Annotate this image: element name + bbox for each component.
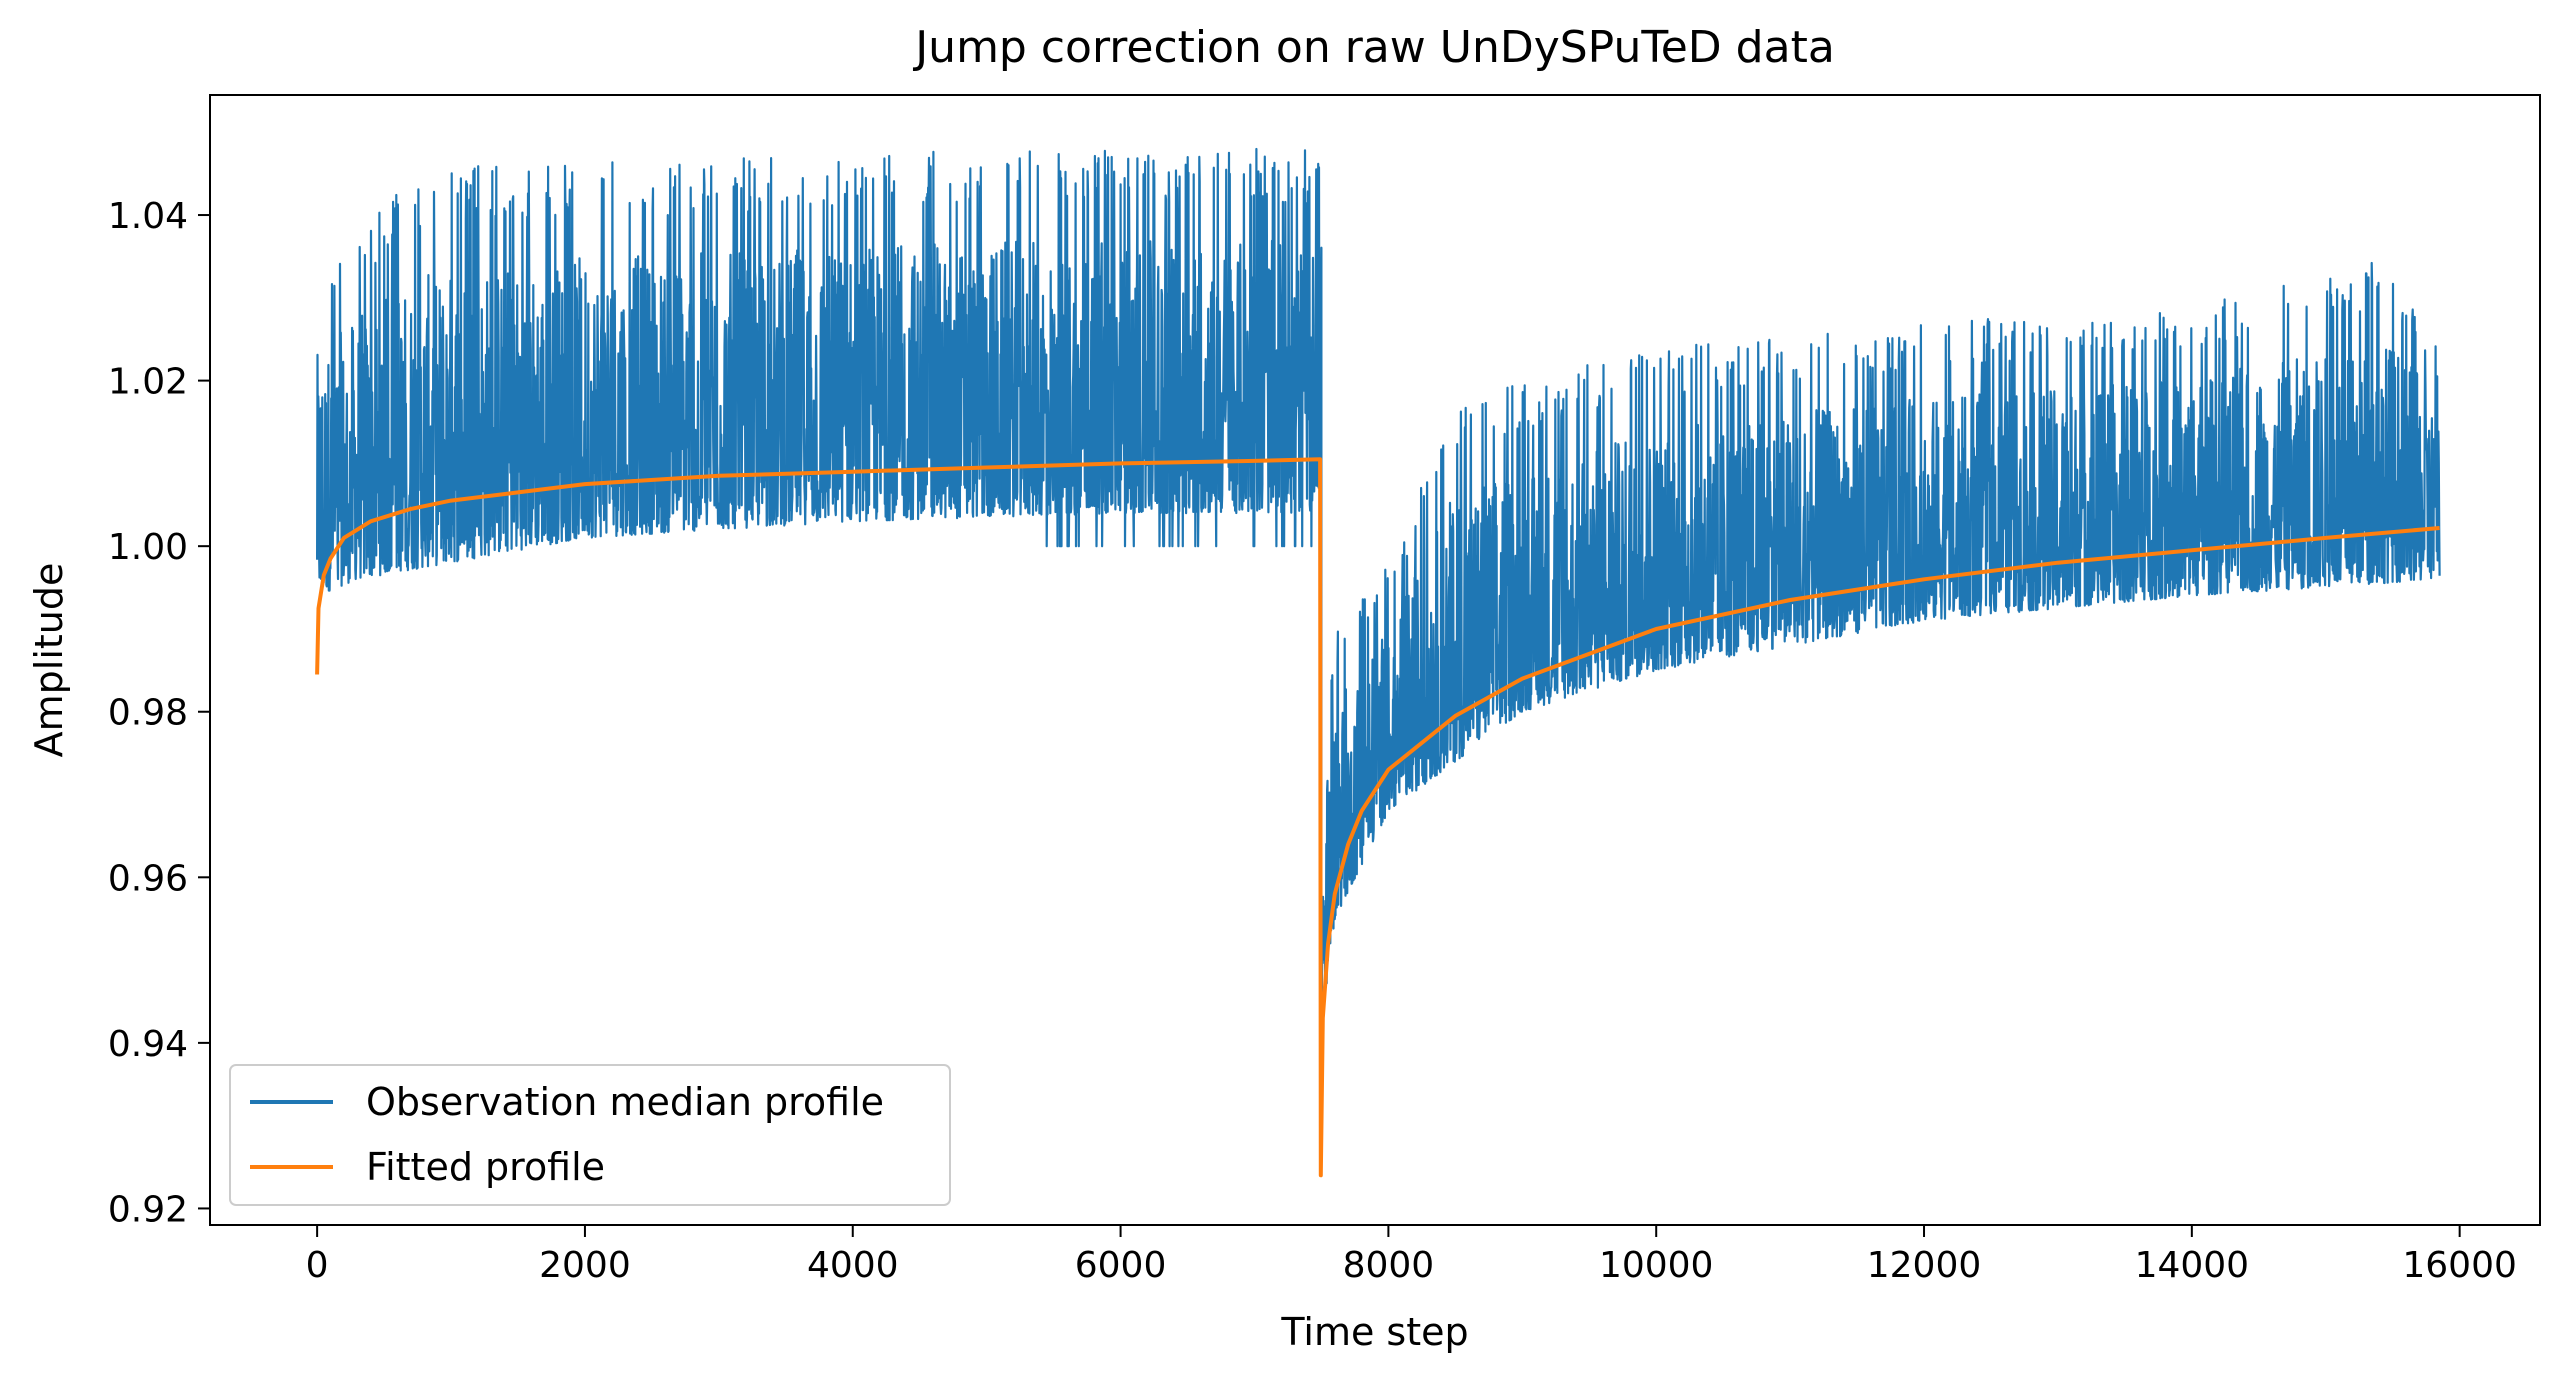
y-axis-label: Amplitude <box>27 563 71 758</box>
x-tick-label: 12000 <box>1867 1245 1982 1286</box>
x-tick-label: 0 <box>306 1245 329 1286</box>
y-axis-ticks: 0.92 0.94 0.96 0.98 1.00 1.02 1.04 <box>108 196 210 1230</box>
y-tick-label: 1.02 <box>108 362 188 403</box>
x-tick-label: 2000 <box>539 1245 631 1286</box>
y-tick-label: 0.92 <box>108 1189 188 1230</box>
y-tick-label: 1.04 <box>108 196 188 237</box>
x-tick-label: 16000 <box>2402 1245 2517 1286</box>
y-tick-label: 0.96 <box>108 858 188 899</box>
y-tick-label: 0.98 <box>108 693 188 734</box>
x-tick-label: 8000 <box>1343 1245 1435 1286</box>
x-tick-label: 6000 <box>1075 1245 1167 1286</box>
series-fitted-profile <box>315 457 2440 1178</box>
x-tick-label: 14000 <box>2135 1245 2250 1286</box>
y-tick-label: 0.94 <box>108 1024 188 1065</box>
chart-title: Jump correction on raw UnDySPuTeD data <box>912 22 1835 73</box>
x-axis-label: Time step <box>1280 1310 1468 1354</box>
plot-area-frame <box>209 94 2541 1226</box>
chart-legend: Observation median profile Fitted profil… <box>229 1064 951 1206</box>
legend-label-observation: Observation median profile <box>366 1080 884 1124</box>
legend-label-fitted: Fitted profile <box>366 1145 605 1189</box>
legend-box <box>229 1064 951 1206</box>
x-axis-ticks: 0 2000 4000 6000 8000 10000 12000 14000 16000 <box>306 1225 2517 1286</box>
series-observation-median-profile <box>316 147 2441 1021</box>
y-tick-label: 1.00 <box>108 527 188 568</box>
x-tick-label: 10000 <box>1599 1245 1714 1286</box>
x-tick-label: 4000 <box>807 1245 899 1286</box>
